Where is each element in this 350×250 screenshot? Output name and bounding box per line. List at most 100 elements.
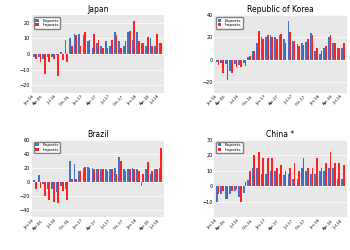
Bar: [98, 40, 99, 54]
Bar: [296, 44, 298, 60]
Bar: [147, 162, 148, 182]
Bar: [247, 180, 249, 186]
Bar: [234, 186, 236, 191]
Bar: [42, 182, 44, 184]
Bar: [288, 174, 289, 186]
Bar: [111, 169, 113, 182]
Bar: [38, 175, 40, 182]
Bar: [230, 186, 231, 194]
Bar: [116, 35, 117, 54]
Bar: [96, 43, 98, 54]
Bar: [231, 186, 233, 191]
Legend: Exports, Imports: Exports, Imports: [216, 142, 243, 154]
Bar: [136, 32, 138, 54]
Bar: [127, 32, 129, 54]
Bar: [274, 37, 276, 60]
Bar: [133, 21, 135, 54]
Bar: [150, 174, 151, 182]
Bar: [47, 182, 49, 189]
Bar: [89, 40, 90, 54]
Bar: [57, 182, 59, 203]
Bar: [310, 33, 312, 60]
Bar: [151, 46, 153, 54]
Bar: [338, 48, 340, 60]
Bar: [283, 176, 285, 186]
Bar: [252, 168, 253, 186]
Bar: [316, 48, 318, 60]
Title: Republic of Korea: Republic of Korea: [247, 5, 314, 14]
Bar: [234, 60, 236, 64]
Bar: [123, 169, 125, 182]
Bar: [44, 54, 46, 74]
Bar: [222, 186, 224, 191]
Bar: [120, 161, 122, 182]
Bar: [301, 43, 303, 59]
Bar: [249, 171, 251, 186]
Bar: [261, 174, 262, 186]
Bar: [57, 54, 59, 76]
Bar: [132, 40, 133, 54]
Bar: [71, 46, 72, 54]
Bar: [225, 186, 227, 199]
Bar: [125, 172, 126, 182]
Bar: [312, 35, 313, 59]
Bar: [154, 46, 156, 54]
Bar: [129, 169, 131, 182]
Bar: [66, 182, 68, 200]
Bar: [136, 169, 138, 182]
Bar: [337, 178, 338, 186]
Bar: [329, 152, 331, 186]
Bar: [341, 178, 343, 186]
Bar: [306, 42, 307, 60]
Bar: [145, 169, 147, 182]
Bar: [123, 46, 125, 54]
Bar: [100, 169, 102, 182]
Bar: [280, 34, 282, 60]
Legend: Exports, Imports: Exports, Imports: [34, 142, 60, 154]
Bar: [314, 174, 316, 186]
Bar: [280, 164, 282, 186]
Bar: [231, 60, 233, 73]
Bar: [80, 46, 82, 54]
Bar: [230, 60, 231, 71]
Bar: [156, 169, 158, 182]
Bar: [256, 168, 258, 186]
Bar: [323, 48, 325, 60]
Bar: [303, 45, 304, 60]
Bar: [316, 158, 318, 186]
Bar: [279, 174, 280, 186]
Bar: [110, 169, 111, 182]
Bar: [332, 43, 334, 59]
Bar: [69, 38, 71, 54]
Bar: [160, 148, 162, 182]
Bar: [159, 168, 160, 182]
Bar: [271, 37, 273, 60]
Bar: [276, 40, 278, 60]
Bar: [298, 46, 300, 60]
Bar: [91, 168, 93, 182]
Bar: [236, 186, 237, 190]
Bar: [62, 182, 64, 190]
Bar: [227, 60, 228, 80]
Bar: [337, 48, 338, 60]
Bar: [118, 157, 120, 182]
Bar: [328, 168, 329, 186]
Bar: [258, 152, 260, 186]
Bar: [288, 20, 289, 59]
Bar: [84, 166, 86, 182]
Bar: [267, 158, 268, 186]
Bar: [321, 168, 322, 186]
Bar: [35, 182, 37, 189]
Bar: [66, 54, 68, 62]
Bar: [107, 48, 108, 54]
Bar: [47, 54, 49, 57]
Bar: [296, 178, 298, 186]
Bar: [265, 37, 267, 60]
Bar: [35, 54, 37, 58]
Bar: [142, 43, 144, 54]
Bar: [114, 32, 116, 54]
Legend: Exports, Imports: Exports, Imports: [34, 17, 60, 29]
Bar: [151, 172, 153, 182]
Bar: [312, 168, 313, 186]
Bar: [114, 168, 116, 182]
